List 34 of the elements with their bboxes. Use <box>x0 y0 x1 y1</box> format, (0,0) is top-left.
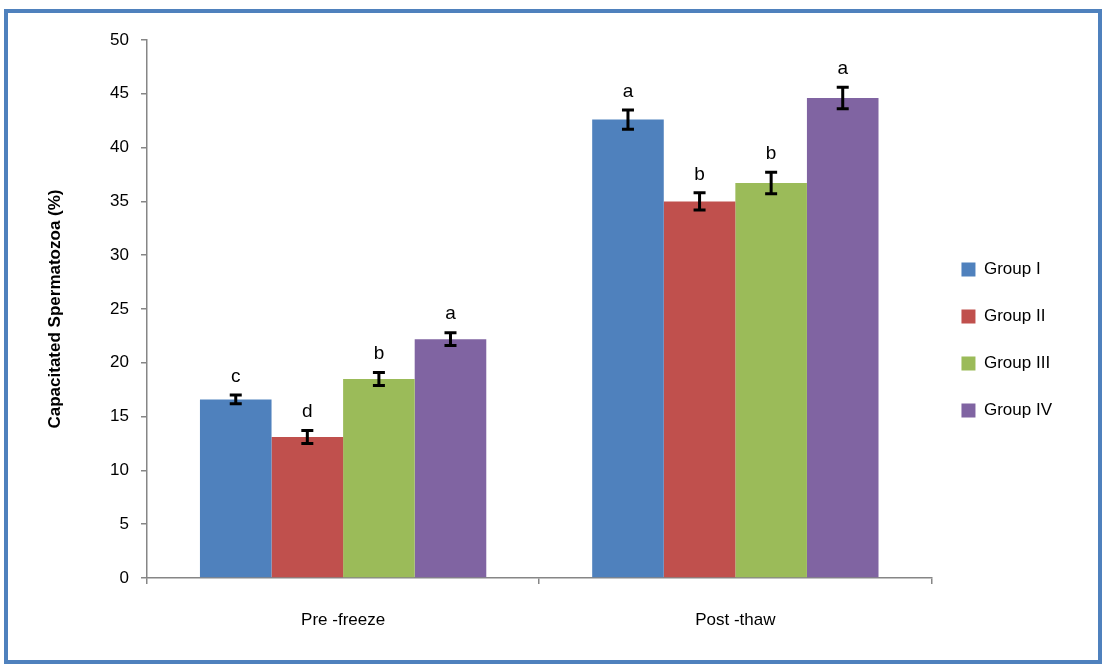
bar <box>271 437 344 578</box>
bar <box>663 201 736 578</box>
bar <box>592 119 664 578</box>
y-axis-title: Capacitated Spermatozoa (%) <box>44 189 64 429</box>
data-label: a <box>622 79 634 101</box>
data-label: a <box>837 57 849 79</box>
data-label: a <box>445 302 457 324</box>
y-tick-label: 5 <box>119 513 129 533</box>
data-label: c <box>230 364 241 386</box>
y-tick-label: 50 <box>110 29 129 49</box>
bar <box>199 399 272 578</box>
bar <box>806 98 879 578</box>
y-tick-label: 35 <box>110 191 129 211</box>
x-tick-label: Post -thaw <box>695 609 777 629</box>
data-label: b <box>765 142 777 164</box>
y-tick-label: 25 <box>110 298 129 318</box>
bar <box>343 378 415 578</box>
bar <box>735 183 807 578</box>
legend-label: Group I <box>983 259 1041 279</box>
bar <box>414 339 487 578</box>
y-tick-label: 20 <box>110 352 129 372</box>
data-label: d <box>302 400 313 422</box>
y-tick-label: 45 <box>110 83 129 103</box>
y-tick-label: 0 <box>119 567 129 587</box>
y-tick-label: 10 <box>110 460 129 480</box>
legend-label: Group II <box>983 306 1046 326</box>
x-tick-label: Pre -freeze <box>301 609 386 629</box>
y-tick-label: 15 <box>110 406 129 426</box>
legend-label: Group III <box>983 353 1051 373</box>
y-tick-label: 40 <box>110 137 129 157</box>
data-label: b <box>373 342 385 364</box>
data-label: b <box>694 162 705 184</box>
legend-label: Group IV <box>983 400 1053 420</box>
y-tick-label: 30 <box>110 244 129 264</box>
